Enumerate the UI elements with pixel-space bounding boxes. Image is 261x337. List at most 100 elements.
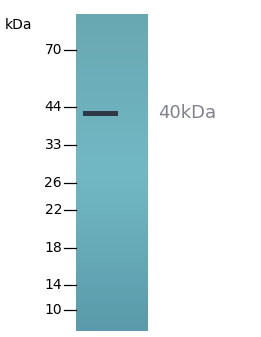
Bar	[76, 52, 148, 54]
Bar	[76, 323, 148, 324]
Bar	[76, 82, 148, 83]
Bar	[76, 17, 148, 19]
Bar	[76, 208, 148, 209]
Bar	[76, 243, 148, 244]
Bar	[76, 131, 148, 132]
Bar	[76, 36, 148, 38]
Bar	[76, 94, 148, 96]
Bar	[76, 288, 148, 289]
Bar	[76, 167, 148, 168]
Bar	[76, 71, 148, 72]
Bar	[76, 226, 148, 227]
Bar	[76, 136, 148, 138]
Bar	[76, 42, 148, 44]
Bar	[76, 327, 148, 328]
Bar	[76, 194, 148, 196]
Bar	[76, 305, 148, 306]
Bar	[76, 98, 148, 100]
Bar	[76, 85, 148, 86]
Bar	[76, 274, 148, 276]
Bar	[76, 280, 148, 282]
Bar	[76, 18, 148, 20]
Bar	[76, 116, 148, 118]
Bar	[76, 172, 148, 174]
Bar	[76, 182, 148, 183]
Bar	[76, 224, 148, 225]
Bar	[76, 213, 148, 215]
Bar	[76, 324, 148, 325]
Bar	[76, 169, 148, 171]
Bar	[76, 319, 148, 321]
Bar	[76, 245, 148, 246]
Bar	[76, 91, 148, 92]
Bar	[76, 311, 148, 313]
Bar	[76, 234, 148, 236]
Bar	[76, 47, 148, 48]
Bar	[76, 220, 148, 222]
Bar	[76, 148, 148, 149]
Bar	[76, 277, 148, 279]
Bar	[76, 68, 148, 69]
Bar	[76, 99, 148, 101]
Bar	[76, 285, 148, 286]
Bar	[76, 49, 148, 50]
Bar	[76, 29, 148, 30]
Bar	[76, 287, 148, 288]
Text: 44: 44	[44, 100, 62, 114]
Bar	[76, 188, 148, 189]
Bar	[76, 93, 148, 95]
Bar	[76, 184, 148, 185]
Bar	[76, 74, 148, 75]
Bar	[76, 216, 148, 218]
Bar	[76, 89, 148, 90]
Bar	[76, 40, 148, 42]
Bar	[76, 158, 148, 160]
Bar	[76, 198, 148, 200]
Bar	[76, 48, 148, 49]
Bar	[76, 261, 148, 262]
Bar	[76, 134, 148, 135]
Bar	[83, 111, 118, 116]
Bar	[76, 180, 148, 182]
Bar	[76, 77, 148, 79]
Bar	[76, 291, 148, 293]
Bar	[76, 252, 148, 254]
Bar	[76, 271, 148, 273]
Bar	[76, 237, 148, 239]
Bar	[76, 248, 148, 249]
Bar	[76, 300, 148, 301]
Bar	[76, 175, 148, 177]
Bar	[76, 83, 148, 84]
Bar	[76, 61, 148, 63]
Bar	[76, 124, 148, 125]
Bar	[76, 72, 148, 73]
Bar	[76, 161, 148, 163]
Bar	[76, 304, 148, 305]
Text: 18: 18	[44, 241, 62, 255]
Bar	[76, 34, 148, 36]
Bar	[76, 127, 148, 128]
Bar	[76, 102, 148, 104]
Bar	[76, 221, 148, 223]
Bar	[76, 294, 148, 296]
Bar	[76, 269, 148, 271]
Bar	[76, 119, 148, 121]
Bar	[76, 45, 148, 47]
Bar	[76, 312, 148, 314]
Bar	[76, 117, 148, 119]
Bar	[76, 149, 148, 150]
Bar	[76, 108, 148, 109]
Bar	[76, 168, 148, 169]
Bar	[76, 207, 148, 208]
Bar	[76, 144, 148, 145]
Bar	[76, 31, 148, 32]
Bar	[76, 210, 148, 212]
Bar	[76, 262, 148, 263]
Bar	[76, 43, 148, 45]
Bar	[76, 283, 148, 284]
Bar	[76, 257, 148, 259]
Bar	[76, 303, 148, 304]
Bar	[76, 273, 148, 275]
Bar	[76, 38, 148, 40]
Bar	[76, 25, 148, 26]
